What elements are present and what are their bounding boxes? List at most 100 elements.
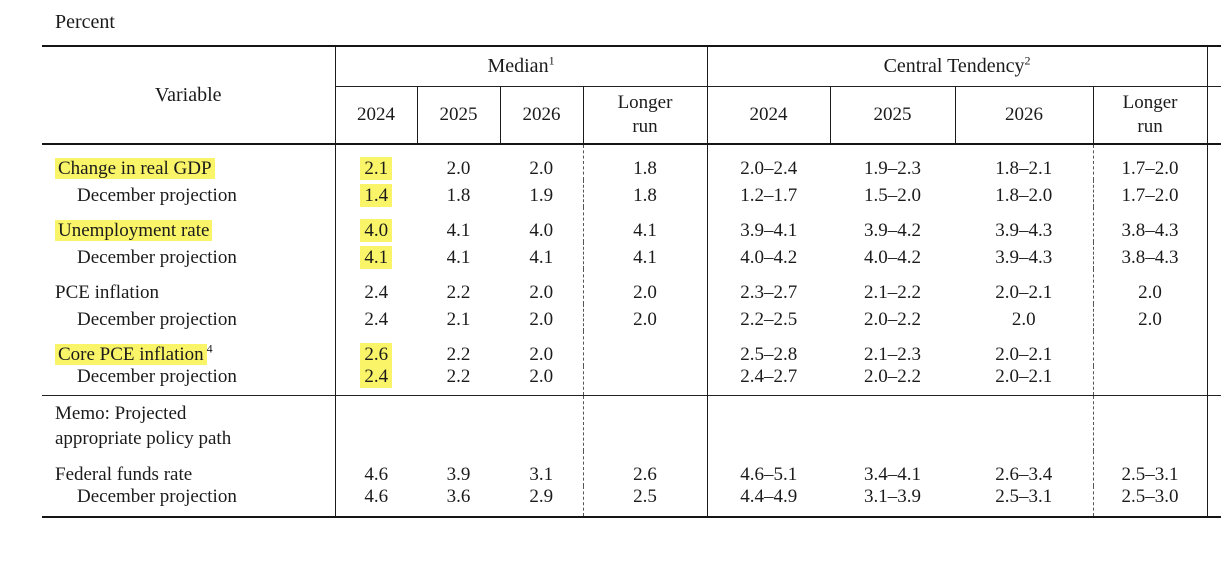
cutoff-cell <box>1207 180 1221 207</box>
central-tendency-group-label: Central Tendency <box>883 54 1025 77</box>
cell-median-2025: 2.1 <box>417 304 500 331</box>
cell-ct-2025 <box>830 395 956 451</box>
median-longer-run-header: Longer run <box>583 86 708 145</box>
row-label: December projection <box>77 309 237 330</box>
row-label-cell: Core PCE inflation 4 <box>42 331 336 366</box>
value: 2.6–3.4 <box>995 464 1053 485</box>
cell-median-2024: 2.4 <box>335 304 417 331</box>
cell-median-2025: 4.1 <box>417 207 500 242</box>
central-tendency-group-header: Central Tendency2 <box>707 46 1208 87</box>
value: 2.0–2.2 <box>864 309 922 330</box>
cell-median-2024: 4.6 <box>335 486 417 517</box>
cell-ct-2024 <box>707 395 831 451</box>
cell-ct-2024: 4.0–4.2 <box>707 242 830 269</box>
memo-label: Memo: Projected appropriate policy path <box>55 403 232 449</box>
value: 3.4–4.1 <box>864 464 922 485</box>
value: 2.4–2.7 <box>740 366 798 387</box>
value: 2.1 <box>360 157 393 180</box>
value: 3.8–4.3 <box>1121 220 1179 241</box>
cutoff-cell <box>1207 366 1221 396</box>
cell-median-2026: 4.0 <box>500 207 584 242</box>
cell-median-2026 <box>500 395 584 451</box>
cell-median-longer-run: 4.1 <box>583 242 708 269</box>
median-group-header: Median1 <box>335 46 708 87</box>
cell-ct-longer-run <box>1093 366 1208 396</box>
value: 2.0–2.1 <box>995 366 1053 387</box>
group-header-row: Variable Median1 Central Tendency2 <box>42 46 1221 145</box>
cell-ct-2024: 1.2–1.7 <box>707 180 830 207</box>
value: 2.6 <box>633 464 657 485</box>
table-row: Unemployment rate 4.0 4.1 4.0 4.1 3.9–4.… <box>42 207 1221 242</box>
cutoff-cell <box>1207 304 1221 331</box>
value: 2.1 <box>446 309 471 330</box>
cell-median-2026: 2.0 <box>500 304 584 331</box>
value: 2.4 <box>364 309 389 330</box>
value: 2.0 <box>633 282 657 303</box>
value: 4.6 <box>364 486 389 507</box>
cell-ct-2024: 4.4–4.9 <box>707 486 830 517</box>
table-row: Core PCE inflation 4 2.6 2.2 2.0 2.5–2.8 … <box>42 331 1221 366</box>
value: 2.0 <box>633 309 657 330</box>
value: 3.1 <box>529 464 554 485</box>
value: 2.4 <box>360 365 393 388</box>
value: 2.5 <box>633 486 657 507</box>
cell-median-2024: 4.1 <box>335 242 417 269</box>
value: 2.5–3.0 <box>1121 486 1179 507</box>
cell-median-2025: 4.1 <box>417 242 500 269</box>
cell-ct-2025: 2.0–2.2 <box>830 304 955 331</box>
value: 2.2 <box>446 366 471 387</box>
cell-median-2026: 2.0 <box>500 269 584 304</box>
cell-median-2024: 1.4 <box>335 180 417 207</box>
cell-median-2026: 2.0 <box>500 144 584 180</box>
cell-median-2025 <box>417 395 500 451</box>
row-label: Unemployment rate <box>55 220 213 241</box>
median-2025-header: 2025 <box>417 86 501 145</box>
cell-median-longer-run: 2.0 <box>583 304 708 331</box>
row-label-cell: Unemployment rate <box>42 207 336 242</box>
value: 2.0–2.2 <box>864 366 922 387</box>
row-label: Federal funds rate <box>55 464 193 485</box>
value: 2.2 <box>446 282 471 303</box>
value: 2.1–2.3 <box>864 344 922 365</box>
cutoff-group-header <box>1207 46 1221 87</box>
value: 4.1 <box>633 247 657 268</box>
ct-2025-header: 2025 <box>830 86 956 145</box>
cell-median-longer-run <box>583 366 708 396</box>
value: 1.8–2.1 <box>995 158 1053 179</box>
cell-ct-2024: 3.9–4.1 <box>707 207 830 242</box>
row-label: Core PCE inflation <box>55 344 207 365</box>
value: 3.8–4.3 <box>1121 247 1179 268</box>
cell-median-2026: 3.1 <box>500 451 584 486</box>
value: 2.2 <box>446 344 471 365</box>
median-2024-header: 2024 <box>335 86 418 145</box>
value: 4.0 <box>360 219 393 242</box>
year-header-row: 2024 2025 2026 Longer run 2024 2025 2026… <box>42 86 1221 145</box>
value: 4.6–5.1 <box>740 464 798 485</box>
value: 3.1–3.9 <box>864 486 922 507</box>
cell-ct-2026 <box>955 395 1094 451</box>
row-label: December projection <box>77 486 237 507</box>
cell-ct-2026: 2.0–2.1 <box>955 331 1094 366</box>
value: 4.4–4.9 <box>740 486 798 507</box>
cell-median-longer-run: 2.5 <box>583 486 708 517</box>
value: 2.0–2.4 <box>740 158 798 179</box>
cell-median-2025: 2.2 <box>417 269 500 304</box>
cell-median-longer-run: 1.8 <box>583 144 708 180</box>
core-pce-footnote-marker: 4 <box>206 341 213 356</box>
value: 2.5–3.1 <box>995 486 1053 507</box>
cell-ct-2026: 2.0 <box>955 304 1094 331</box>
cell-median-2024: 2.6 <box>335 331 417 366</box>
row-label-cell: Federal funds rate <box>42 451 336 486</box>
value: 1.5–2.0 <box>864 185 922 206</box>
cell-ct-2024: 2.4–2.7 <box>707 366 830 396</box>
table-row: December projection 2.4 2.2 2.0 2.4–2.7 … <box>42 365 1221 396</box>
value: 1.9 <box>529 185 554 206</box>
cell-ct-2026: 3.9–4.3 <box>955 242 1094 269</box>
value: 4.1 <box>360 246 393 269</box>
cell-ct-2025: 2.0–2.2 <box>830 366 955 396</box>
ct-2026-header: 2026 <box>955 86 1094 145</box>
cell-median-longer-run <box>583 395 708 451</box>
table-row: December projection 1.4 1.8 1.9 1.8 1.2–… <box>42 180 1221 207</box>
cell-median-2025: 2.2 <box>417 366 500 396</box>
row-label-cell: December projection <box>42 366 336 396</box>
